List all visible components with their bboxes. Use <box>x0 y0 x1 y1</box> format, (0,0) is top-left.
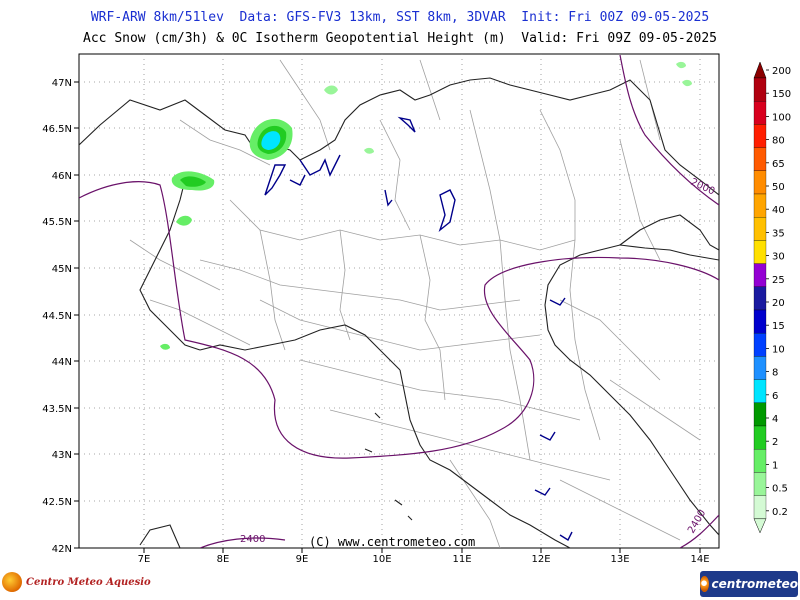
sun-logo-icon <box>2 572 22 592</box>
colorbar-label: 100 <box>772 112 791 123</box>
lat-label: 42N <box>52 544 72 555</box>
colorbar-label: 10 <box>772 344 785 355</box>
isotherm-contours <box>79 54 719 548</box>
colorbar: 200 150 100 80 65 50 40 35 30 25 20 15 10 8 6 4 2 1 0.5 0.2 <box>753 61 791 534</box>
colorbar-label: 30 <box>772 252 785 263</box>
colorbar-label: 20 <box>772 298 785 309</box>
colorbar-label: 80 <box>772 136 785 147</box>
colorbar-swatch <box>753 379 767 403</box>
colorbar-label: 6 <box>772 391 778 402</box>
colorbar-swatch <box>753 309 767 334</box>
lon-label: 8E <box>217 554 230 565</box>
colorbar-swatch <box>753 333 767 357</box>
colorbar-label: 1 <box>772 460 778 471</box>
logo-centro-meteo-aquesio: Centro Meteo Aquesio <box>2 570 151 594</box>
colorbar-label: 0.2 <box>772 507 788 518</box>
lat-label: 42.5N <box>42 497 72 508</box>
copyright-text: (C) www.centrometeo.com <box>309 535 475 549</box>
lat-label: 47N <box>52 78 72 89</box>
colorbar-arrow-bottom <box>753 518 767 534</box>
colorbar-swatch <box>753 193 767 218</box>
colorbar-label: 150 <box>772 89 791 100</box>
colorbar-label: 65 <box>772 159 785 170</box>
colorbar-swatch <box>753 495 767 519</box>
colorbar-label: 35 <box>772 228 785 239</box>
logo-right-text: centrometeo <box>711 577 798 591</box>
colorbar-swatch <box>753 77 767 102</box>
colorbar-label: 2 <box>772 437 778 448</box>
lat-label: 44.5N <box>42 311 72 322</box>
colorbar-swatch <box>753 124 767 148</box>
colorbar-swatch <box>753 240 767 264</box>
lat-lon-grid <box>79 54 719 548</box>
colorbar-label: 8 <box>772 368 778 379</box>
colorbar-swatch <box>753 425 767 450</box>
latitude-labels: 47N 46.5N 46N 45.5N 45N 44.5N 44N 43.5N 43N 42.5N… <box>42 78 79 555</box>
colorbar-label: 200 <box>772 66 791 77</box>
colorbar-label: 0.5 <box>772 484 788 495</box>
colorbar-swatch <box>753 356 767 380</box>
colorbar-arrow-top <box>753 61 767 79</box>
lat-label: 44N <box>52 357 72 368</box>
colorbar-swatch <box>753 170 767 195</box>
lat-label: 46.5N <box>42 124 72 135</box>
colorbar-swatch <box>753 101 767 125</box>
snow-patches <box>160 61 692 350</box>
colorbar-swatch <box>753 147 767 171</box>
lat-label: 46N <box>52 171 72 182</box>
lat-label: 43.5N <box>42 404 72 415</box>
colorbar-swatch <box>753 472 767 496</box>
colorbar-swatch <box>753 449 767 473</box>
lon-label: 12E <box>531 554 550 565</box>
colorbar-swatch <box>753 263 767 287</box>
logo-centrometeo: centrometeo <box>700 571 798 597</box>
lat-label: 45.5N <box>42 217 72 228</box>
lat-label: 43N <box>52 450 72 461</box>
lon-label: 10E <box>372 554 391 565</box>
colorbar-label: 15 <box>772 321 785 332</box>
lon-label: 9E <box>296 554 309 565</box>
colorbar-swatch <box>753 402 767 427</box>
chart-title-line2: Acc Snow (cm/3h) & 0C Isotherm Geopotent… <box>83 31 717 46</box>
lon-label: 13E <box>610 554 629 565</box>
colorbar-label: 25 <box>772 275 785 286</box>
colorbar-label: 40 <box>772 205 785 216</box>
lat-label: 45N <box>52 264 72 275</box>
lon-label: 14E <box>690 554 709 565</box>
colorbar-swatch <box>753 217 767 241</box>
region-borders <box>129 59 701 548</box>
logo-left-text: Centro Meteo Aquesio <box>26 576 151 588</box>
longitude-labels: 7E 8E 9E 10E 11E 12E 13E 14E <box>138 548 710 565</box>
coastline-and-borders <box>79 77 719 548</box>
map-frame <box>78 53 720 549</box>
lakes <box>264 116 573 542</box>
colorbar-label: 4 <box>772 414 778 425</box>
sun-logo-icon <box>700 576 709 592</box>
colorbar-label: 50 <box>772 182 785 193</box>
lon-label: 7E <box>138 554 151 565</box>
lon-label: 11E <box>452 554 471 565</box>
chart-title-line1: WRF-ARW 8km/51lev Data: GFS-FV3 13km, SS… <box>90 10 710 25</box>
contour-label-2400: 2400 <box>240 534 265 545</box>
colorbar-swatch <box>753 286 767 311</box>
